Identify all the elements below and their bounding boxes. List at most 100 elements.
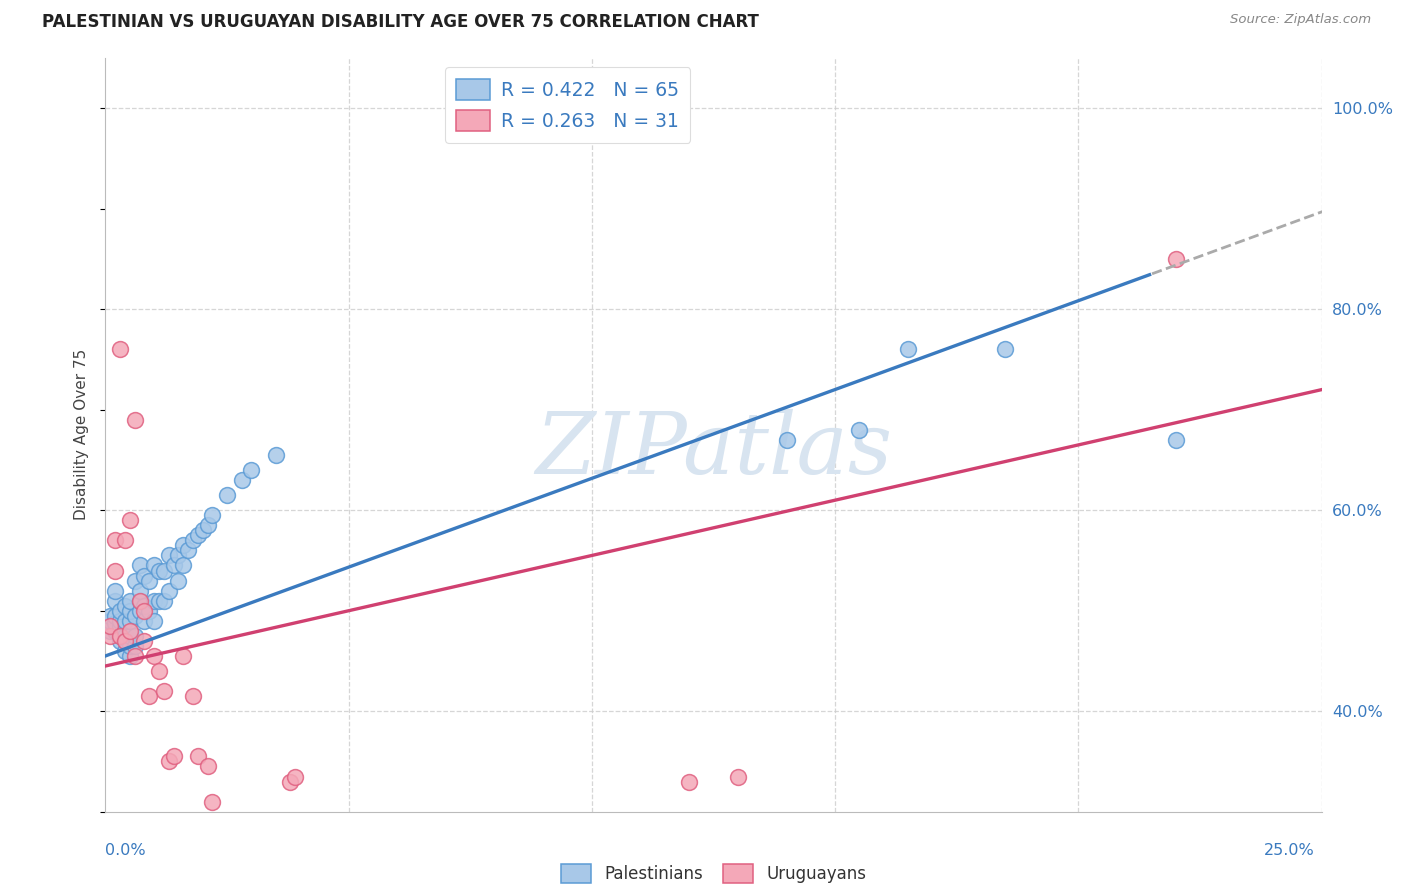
Point <box>153 684 176 698</box>
Point <box>264 448 287 462</box>
Point <box>217 488 239 502</box>
Point <box>104 608 127 623</box>
Point <box>143 648 166 663</box>
Point <box>118 629 141 643</box>
Point <box>118 513 141 527</box>
Point <box>172 558 194 573</box>
Point <box>118 593 141 607</box>
Point <box>197 518 219 533</box>
Point <box>1164 433 1187 447</box>
Point <box>108 619 131 633</box>
Point <box>153 564 176 578</box>
Point <box>134 614 156 628</box>
Point <box>114 614 136 628</box>
Point <box>775 433 797 447</box>
Text: 0.0%: 0.0% <box>105 843 146 858</box>
Point <box>177 543 200 558</box>
Point <box>108 629 131 643</box>
Point <box>124 648 146 663</box>
Point <box>98 624 121 638</box>
Point <box>157 755 180 769</box>
Point <box>143 614 166 628</box>
Point <box>128 593 150 607</box>
Point <box>157 583 180 598</box>
Point <box>104 615 127 630</box>
Point <box>148 664 170 678</box>
Point <box>134 599 156 613</box>
Point <box>134 604 156 618</box>
Point <box>172 538 194 552</box>
Point <box>153 593 176 607</box>
Point <box>157 549 180 563</box>
Point <box>118 604 141 618</box>
Point <box>162 749 184 764</box>
Text: Source: ZipAtlas.com: Source: ZipAtlas.com <box>1230 13 1371 27</box>
Point <box>114 633 136 648</box>
Point <box>104 583 127 598</box>
Point <box>128 604 150 618</box>
Point <box>108 614 131 628</box>
Point <box>143 558 166 573</box>
Point <box>278 774 301 789</box>
Point <box>114 533 136 548</box>
Point <box>118 639 141 653</box>
Point <box>104 533 127 548</box>
Point <box>118 648 141 663</box>
Point <box>114 629 136 643</box>
Point <box>240 463 263 477</box>
Text: ZIPatlas: ZIPatlas <box>534 409 893 491</box>
Point <box>201 508 224 523</box>
Point <box>128 593 150 607</box>
Point <box>104 624 127 638</box>
Point <box>162 558 184 573</box>
Point <box>128 583 150 598</box>
Point <box>167 549 190 563</box>
Point <box>124 639 146 653</box>
Point <box>148 593 170 607</box>
Point <box>284 770 307 784</box>
Point <box>138 574 160 588</box>
Legend: Palestinians, Uruguayans: Palestinians, Uruguayans <box>554 857 873 890</box>
Point <box>191 524 214 538</box>
Point <box>98 614 121 628</box>
Point <box>181 533 204 548</box>
Point <box>124 574 146 588</box>
Point <box>118 624 141 638</box>
Point <box>138 604 160 618</box>
Point <box>98 608 121 623</box>
Point <box>108 633 131 648</box>
Point <box>231 473 253 487</box>
Point <box>1164 252 1187 266</box>
Point <box>187 749 209 764</box>
Point <box>187 528 209 542</box>
Point <box>104 593 127 607</box>
Point <box>108 604 131 618</box>
Point <box>134 633 156 648</box>
Point <box>134 568 156 582</box>
Point <box>197 759 219 773</box>
Point <box>167 574 190 588</box>
Text: PALESTINIAN VS URUGUAYAN DISABILITY AGE OVER 75 CORRELATION CHART: PALESTINIAN VS URUGUAYAN DISABILITY AGE … <box>42 13 759 31</box>
Point <box>108 343 131 357</box>
Point <box>201 795 224 809</box>
Point <box>678 774 700 789</box>
Point <box>114 599 136 613</box>
Text: 25.0%: 25.0% <box>1264 843 1315 858</box>
Point <box>118 614 141 628</box>
Point <box>124 629 146 643</box>
Point <box>181 689 204 703</box>
Point <box>143 593 166 607</box>
Point <box>848 423 870 437</box>
Y-axis label: Disability Age Over 75: Disability Age Over 75 <box>75 350 90 520</box>
Point <box>98 629 121 643</box>
Point <box>172 648 194 663</box>
Point <box>108 629 131 643</box>
Point <box>727 770 749 784</box>
Point <box>128 558 150 573</box>
Point <box>124 608 146 623</box>
Point <box>114 644 136 658</box>
Point <box>994 343 1017 357</box>
Point <box>104 564 127 578</box>
Point <box>148 564 170 578</box>
Point <box>138 689 160 703</box>
